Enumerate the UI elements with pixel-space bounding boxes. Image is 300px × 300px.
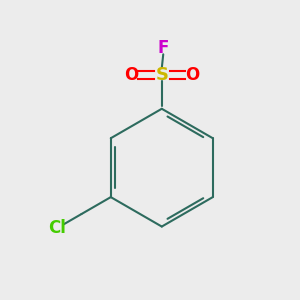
Text: O: O bbox=[186, 66, 200, 84]
Text: O: O bbox=[124, 66, 138, 84]
Text: S: S bbox=[155, 66, 168, 84]
Text: Cl: Cl bbox=[48, 219, 66, 237]
Text: F: F bbox=[158, 39, 169, 57]
